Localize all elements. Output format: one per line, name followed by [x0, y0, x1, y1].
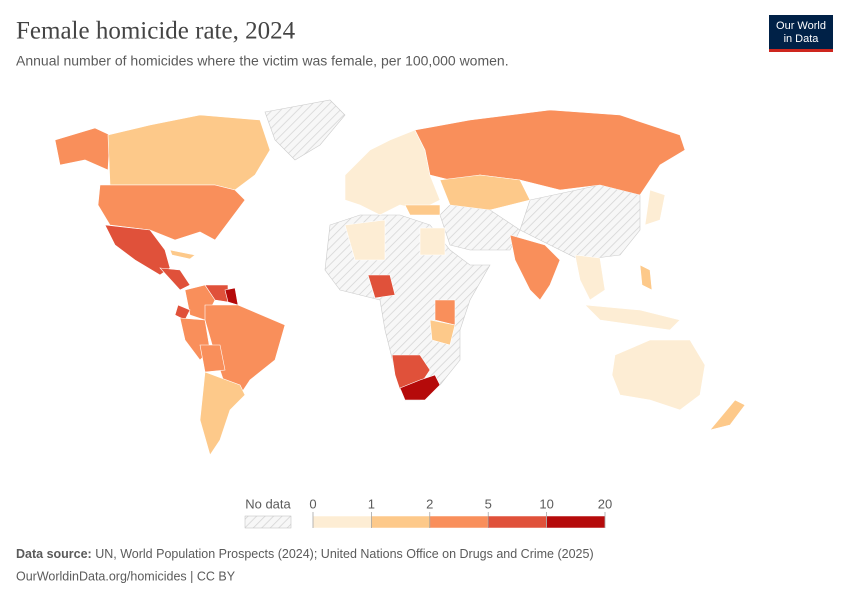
country[interactable] — [224, 287, 239, 306]
country[interactable] — [574, 254, 606, 301]
subtitle: Annual number of homicides where the vic… — [16, 53, 509, 69]
country[interactable] — [639, 264, 653, 291]
country[interactable] — [159, 267, 191, 291]
logo[interactable]: Our World in Data — [769, 15, 833, 52]
title: Female homicide rate, 2024 — [16, 18, 296, 45]
country[interactable] — [429, 319, 456, 346]
country[interactable] — [344, 219, 386, 261]
country[interactable] — [509, 234, 561, 301]
legend-no-data-label: No data — [245, 496, 291, 511]
country[interactable] — [439, 204, 521, 251]
legend-swatch — [429, 515, 489, 529]
legend-tick-label: 5 — [485, 496, 492, 511]
country[interactable] — [97, 184, 246, 241]
country[interactable] — [199, 344, 226, 373]
country[interactable] — [419, 227, 446, 256]
legend-swatch — [312, 515, 372, 529]
country[interactable] — [344, 129, 441, 216]
logo-text: in Data — [784, 33, 820, 45]
legend-no-data-swatch — [244, 515, 292, 529]
country[interactable] — [404, 204, 441, 216]
country[interactable] — [644, 189, 666, 226]
country[interactable] — [264, 99, 346, 161]
logo-text: Our World — [776, 20, 826, 32]
country[interactable] — [174, 304, 191, 321]
world-map — [54, 99, 746, 456]
legend-tick-label: 20 — [598, 496, 612, 511]
country[interactable] — [611, 339, 706, 411]
country[interactable] — [414, 109, 686, 196]
legend-tick-label: 10 — [539, 496, 553, 511]
country[interactable] — [367, 274, 396, 299]
country[interactable] — [107, 114, 271, 191]
logo-box[interactable] — [769, 15, 833, 50]
source-label: Data source: — [16, 547, 92, 561]
legend-tick-label: 0 — [309, 496, 316, 511]
legend-swatch — [546, 515, 606, 529]
legend-tick-label: 2 — [426, 496, 433, 511]
legend-swatch — [371, 515, 431, 529]
country[interactable] — [204, 304, 286, 396]
source: Data source: UN, World Population Prospe… — [16, 547, 594, 561]
country[interactable] — [399, 374, 441, 401]
url[interactable]: OurWorldinData.org/homicides | CC BY — [16, 569, 236, 583]
country[interactable] — [199, 371, 246, 456]
country[interactable] — [439, 174, 531, 211]
country[interactable] — [54, 127, 111, 171]
country[interactable] — [169, 249, 196, 260]
legend-tick-label: 1 — [368, 496, 375, 511]
legend: No data 0 1 2 5 10 20 — [244, 496, 612, 529]
source-text: UN, World Population Prospects (2024); U… — [95, 547, 593, 561]
logo-underline — [769, 49, 833, 52]
country[interactable] — [709, 399, 746, 431]
legend-swatch — [487, 515, 547, 529]
country[interactable] — [584, 304, 681, 331]
